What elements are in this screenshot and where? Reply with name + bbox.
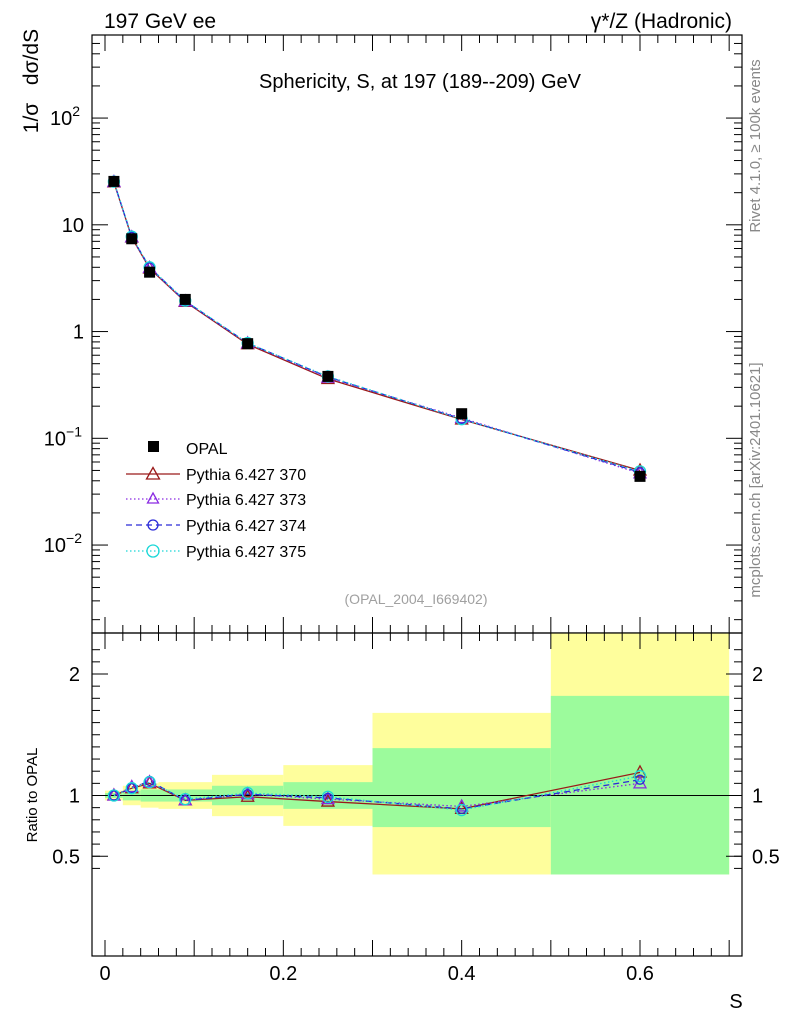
ratio-point-p375 xyxy=(241,786,254,800)
legend-marker-374 xyxy=(147,519,159,531)
ratio-xlabel: S xyxy=(729,991,742,1013)
legend: OPAL Pythia 6.427 370 Pythia 6.427 373 P… xyxy=(126,441,306,561)
legend-label-373: Pythia 6.427 373 xyxy=(186,492,306,509)
ratio-ytick-label-right: 0.5 xyxy=(752,846,780,868)
legend-entry-370: Pythia 6.427 370 xyxy=(126,466,306,484)
main-ylabel-norm: 1/σ xyxy=(20,103,43,134)
main-ylabel-deriv: dσ/dS xyxy=(20,29,43,85)
ratio-point-p375 xyxy=(179,792,192,806)
ratio-xtick-label: 0.6 xyxy=(626,963,654,985)
ratio-point-p370 xyxy=(240,788,255,802)
legend-label-375: Pythia 6.427 375 xyxy=(186,544,306,561)
rivet-version-label: Rivet 4.1.0, ≥ 100k events xyxy=(747,59,764,232)
main-line-p375 xyxy=(113,181,641,472)
ratio-frame xyxy=(91,632,743,957)
ratio-xtick-label: 0 xyxy=(99,963,110,985)
ratio-xtick-label: 0.2 xyxy=(269,963,297,985)
main-line-p373 xyxy=(113,181,641,474)
ratio-point-p374 xyxy=(126,783,137,794)
ratio-ytick-label-right: 2 xyxy=(752,664,763,686)
ratio-point-p373 xyxy=(320,791,336,805)
ratio-point-p375 xyxy=(455,803,468,817)
mcplots-label: mcplots.cern.ch [arXiv:2401.10621] xyxy=(747,362,764,597)
ratio-point-p375 xyxy=(125,782,138,795)
chart-title: Sphericity, S, at 197 (189--209) GeV xyxy=(259,71,582,93)
ratio-ylabel: Ratio to OPAL xyxy=(24,748,41,843)
ratio-series-group xyxy=(106,764,648,817)
main-line-p370 xyxy=(113,182,641,472)
ratio-point-p373 xyxy=(124,779,139,793)
main-axis-ticks: 10−2 10−1 1 10 102 xyxy=(44,34,742,633)
ratio-point-p375 xyxy=(633,769,647,783)
ratio-line-p373 xyxy=(113,781,641,808)
main-ytick-label: 102 xyxy=(50,103,80,130)
main-point-opal xyxy=(634,470,646,482)
legend-entry-opal: OPAL xyxy=(148,441,228,458)
ratio-point-p373 xyxy=(632,775,648,789)
ratio-ytick-label-right: 1 xyxy=(752,786,763,808)
ratio-ytick-label: 0.5 xyxy=(52,846,80,868)
main-ytick-label: 10 xyxy=(62,215,84,237)
legend-marker-370 xyxy=(145,466,161,480)
legend-label-374: Pythia 6.427 374 xyxy=(186,518,306,535)
legend-label-opal: OPAL xyxy=(186,441,228,458)
ratio-ytick-label: 1 xyxy=(69,786,80,808)
main-point-opal xyxy=(108,175,120,187)
legend-marker-375 xyxy=(146,544,160,558)
main-point-opal xyxy=(456,408,468,420)
ratio-ytick-label: 2 xyxy=(69,664,80,686)
ratio-panel: 0.5 0.5 1 1 2 2 0 0.2 0.4 0.6 Ratio to OPAL S xyxy=(24,632,780,1013)
legend-label-370: Pythia 6.427 370 xyxy=(186,467,306,484)
ratio-point-p375 xyxy=(143,775,156,789)
main-ytick-label: 10−2 xyxy=(44,530,82,557)
legend-entry-373: Pythia 6.427 373 xyxy=(126,491,306,509)
main-ytick-label: 1 xyxy=(73,322,84,344)
ratio-xtick-label: 0.4 xyxy=(448,963,476,985)
ratio-line-p375 xyxy=(113,775,641,811)
ratio-point-p375 xyxy=(321,790,335,803)
legend-entry-375: Pythia 6.427 375 xyxy=(126,544,306,561)
ratio-point-p373 xyxy=(142,774,157,788)
main-panel: Sphericity, S, at 197 (189--209) GeV 1/σ… xyxy=(20,29,743,634)
main-point-opal xyxy=(179,293,191,305)
analysis-watermark: (OPAL_2004_I669402) xyxy=(345,591,488,607)
legend-marker-opal xyxy=(148,441,159,452)
ratio-uncertainty-bands xyxy=(105,633,730,875)
main-line-p374 xyxy=(113,181,641,473)
energy-label: 197 GeV ee xyxy=(104,10,216,33)
main-ytick-label: 10−1 xyxy=(44,423,82,450)
main-point-opal xyxy=(242,338,254,350)
main-point-opal xyxy=(322,370,334,382)
process-label: γ*/Z (Hadronic) xyxy=(591,10,732,33)
main-point-opal xyxy=(126,233,138,245)
ratio-point-p374 xyxy=(108,790,120,801)
ratio-axis-ticks: 0.5 0.5 1 1 2 2 0 0.2 0.4 0.6 xyxy=(52,633,780,985)
legend-marker-373 xyxy=(146,491,160,504)
ratio-point-p375 xyxy=(107,789,121,802)
main-series-group xyxy=(106,174,648,482)
legend-entry-374: Pythia 6.427 374 xyxy=(126,518,306,535)
main-point-opal xyxy=(144,266,156,278)
